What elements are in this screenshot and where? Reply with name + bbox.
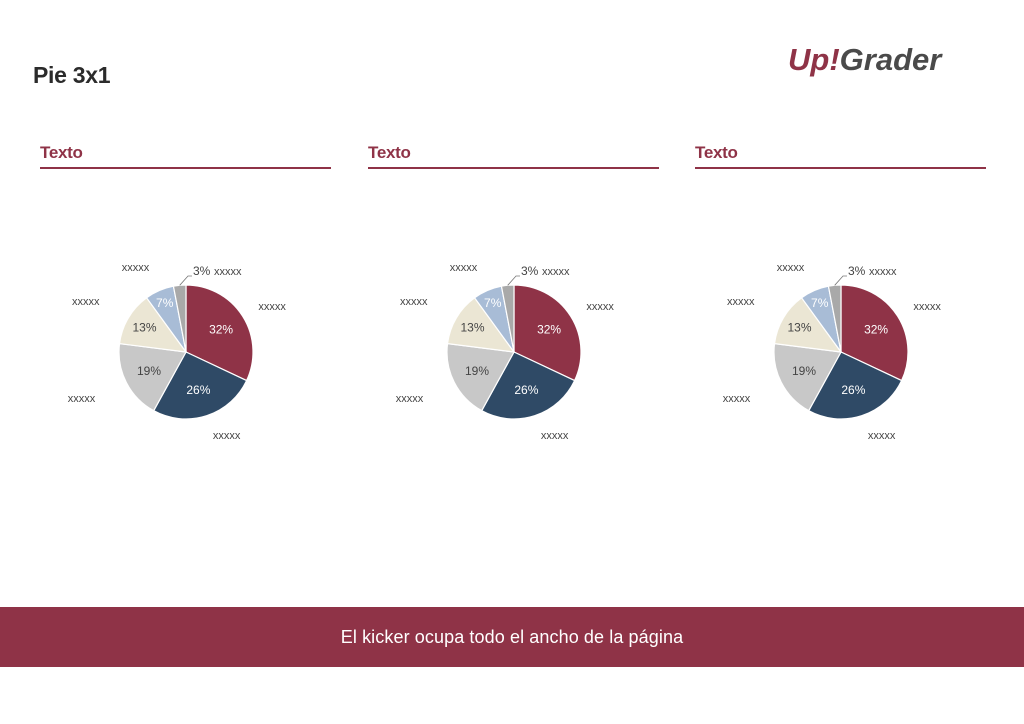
svg-text:Up!Grader: Up!Grader — [788, 42, 943, 77]
pie-value-label: 13% — [132, 320, 156, 334]
pie-category-label: xxxxx — [777, 262, 805, 274]
pie-category-label: xxxxx — [213, 430, 241, 442]
pie-value-label: 7% — [156, 296, 174, 310]
pie-category-label: xxxxx — [214, 266, 242, 278]
pie-category-label: xxxxx — [258, 301, 286, 313]
pie-category-label: xxxxx — [450, 262, 478, 274]
pie-value-label: 32% — [209, 323, 233, 337]
pie-slice — [172, 284, 187, 353]
kicker-text: El kicker ocupa todo el ancho de la pági… — [340, 626, 684, 647]
logo-suffix: Grader — [840, 42, 944, 77]
pie-value-label: 32% — [864, 323, 888, 337]
pie-slice — [118, 342, 187, 412]
pie-value-label: 19% — [792, 364, 816, 378]
pie-value-label: 3% — [193, 264, 211, 278]
pie-category-label: xxxxx — [396, 393, 424, 405]
chart-panel-title: Texto — [695, 143, 738, 162]
page-title: Pie 3x1 — [33, 62, 111, 88]
pie-value-label: 7% — [811, 296, 829, 310]
pie-category-label: xxxxx — [913, 301, 941, 313]
pie-value-label: 3% — [521, 264, 539, 278]
chart-panel-title: Texto — [368, 143, 411, 162]
pie-leader-line — [834, 275, 847, 286]
pie-category-label: xxxxx — [868, 430, 896, 442]
pie-category-label: xxxxx — [723, 393, 751, 405]
pie-value-label: 26% — [186, 383, 210, 397]
pie-slice — [513, 284, 582, 382]
pie-value-label: 26% — [841, 383, 865, 397]
logo-bang: ! — [829, 42, 839, 77]
pie-slice — [840, 284, 909, 382]
pie-category-label: xxxxx — [727, 296, 755, 308]
pie-leader-line — [507, 275, 520, 286]
pie-slice — [185, 284, 254, 382]
pie-value-label: 13% — [460, 320, 484, 334]
panel-divider — [40, 167, 331, 169]
pie-value-label: 26% — [514, 383, 538, 397]
pie-slice — [118, 296, 188, 353]
upgrader-logo: Up!Grader — [788, 42, 943, 77]
pie-category-label: xxxxx — [68, 393, 96, 405]
pie-value-label: 7% — [484, 296, 502, 310]
pie-category-label: xxxxx — [869, 266, 897, 278]
pie-leader-line — [179, 275, 192, 286]
pie-value-label: 3% — [848, 264, 866, 278]
pie-slice — [773, 296, 843, 353]
logo-prefix: Up — [788, 42, 829, 77]
pie-category-label: xxxxx — [122, 262, 150, 274]
pie-slice — [827, 284, 842, 353]
pie-slice — [500, 284, 515, 353]
pie-category-label: xxxxx — [72, 296, 100, 308]
chart-panel-1: Texto 32% xxxxx 26% xxxxx 19% xxxxx 13% xxxxx 7%… — [33, 140, 331, 450]
panel-divider — [368, 167, 659, 169]
pie-value-label: 19% — [137, 364, 161, 378]
pie-slice — [773, 342, 842, 412]
pie-value-label: 19% — [465, 364, 489, 378]
chart-panel-title: Texto — [40, 143, 83, 162]
chart-panel-3: Texto 32% xxxxx 26% xxxxx 19% xxxxx 13% xxxxx 7%… — [688, 140, 986, 450]
pie-category-label: xxxxx — [586, 301, 614, 313]
chart-panel-2: Texto 32% xxxxx 26% xxxxx 19% xxxxx 13% xxxxx 7%… — [361, 140, 659, 450]
pie-value-label: 13% — [787, 320, 811, 334]
kicker-banner: El kicker ocupa todo el ancho de la pági… — [0, 607, 1024, 667]
panel-divider — [695, 167, 986, 169]
pie-category-label: xxxxx — [541, 430, 569, 442]
pie-category-label: xxxxx — [542, 266, 570, 278]
pie-category-label: xxxxx — [400, 296, 428, 308]
pie-value-label: 32% — [537, 323, 561, 337]
pie-slice — [446, 296, 516, 353]
pie-slice — [446, 342, 515, 412]
